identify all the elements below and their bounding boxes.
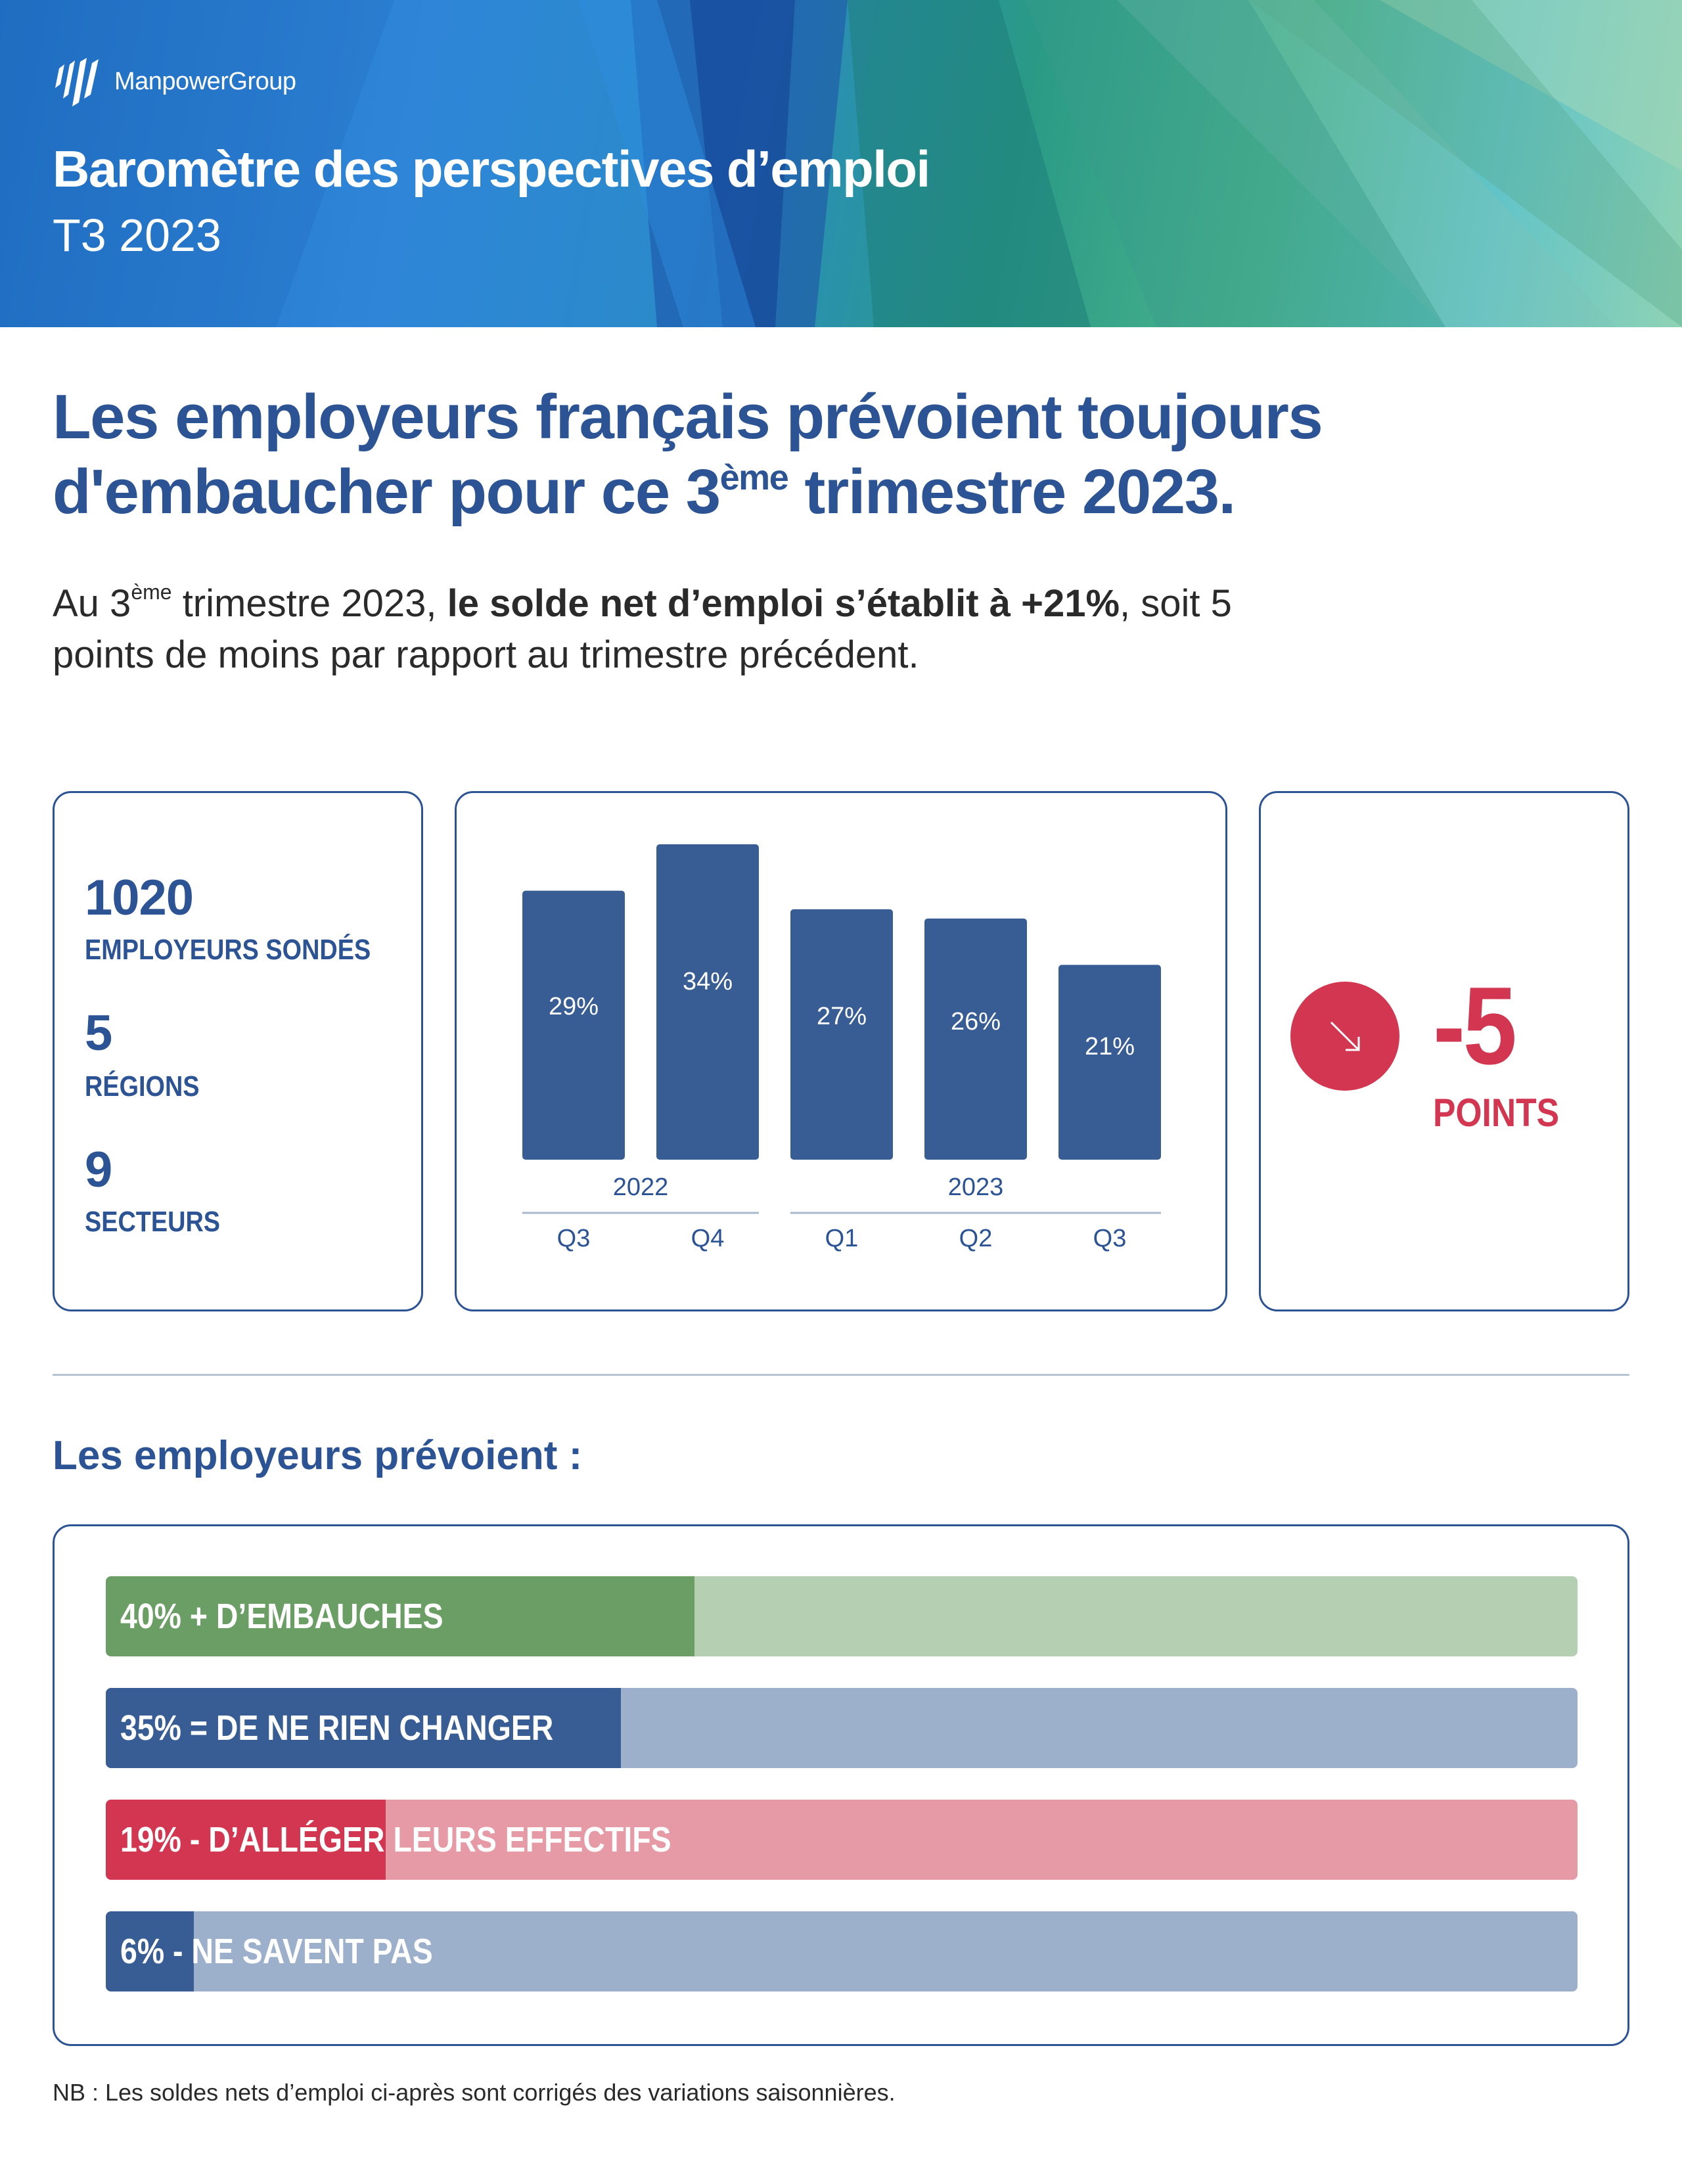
header-banner: ManpowerGroup Baromètre des perspectives…: [0, 0, 1682, 327]
outlook-bar-fill: [106, 1911, 194, 1991]
intro-paragraph: Au 3ème trimestre 2023, le solde net d’e…: [53, 578, 1235, 681]
outlook-bar-label: 35% = DE NE RIEN CHANGER: [120, 1708, 554, 1748]
outlook-bar-fill: [106, 1688, 621, 1768]
headline-line2-before: d'embaucher pour ce 3: [53, 457, 721, 527]
chart-tick-label: Q3: [557, 1225, 591, 1252]
chart-data-label: 21%: [1085, 1033, 1135, 1060]
intro-superscript: ème: [131, 580, 172, 604]
outlook-bar-fill: [106, 1800, 386, 1880]
stat-value-employers: 1020: [85, 870, 194, 926]
outlook-bar-no-change: 35% = DE NE RIEN CHANGER: [106, 1688, 1578, 1768]
logo: ManpowerGroup: [53, 55, 296, 108]
chart-data-label: 26%: [951, 1008, 1001, 1035]
logo-text: ManpowerGroup: [114, 67, 296, 95]
delta-value: -5: [1433, 964, 1517, 1087]
intro-text-1: Au 3: [53, 582, 131, 625]
delta-label: POINTS: [1433, 1091, 1560, 1135]
banner-title: Baromètre des perspectives d’emploi: [53, 140, 930, 198]
chart-bar: [790, 909, 893, 1160]
chart-tick-label: Q2: [959, 1225, 993, 1252]
stat-label-employers: EMPLOYEURS SONDÉS: [85, 934, 371, 966]
chart-tick-label: Q3: [1093, 1225, 1127, 1252]
headline-line2-after: trimestre 2023.: [788, 457, 1236, 527]
outlook-card: 40% + D’EMBAUCHES 35% = DE NE RIEN CHANG…: [53, 1524, 1629, 2046]
chart-data-label: 29%: [549, 993, 599, 1020]
delta-card: -5 POINTS: [1259, 791, 1629, 1311]
header-background: [0, 0, 1682, 327]
stat-label-sectors: SECTEURS: [85, 1206, 221, 1238]
outlook-bar-label: 6% - NE SAVENT PAS: [120, 1932, 433, 1971]
intro-bold: le solde net d’emploi s’établit à +21%: [447, 582, 1120, 625]
outlook-bar-fill: [106, 1576, 694, 1656]
section-title: Les employeurs prévoient :: [53, 1433, 583, 1478]
headline-superscript: ème: [719, 458, 789, 497]
net-employment-bar-chart: 29% Q3 34% Q4 27% Q1 26% Q2 21% Q3 2022 2023: [522, 844, 1161, 1252]
chart-bar: [1058, 965, 1161, 1160]
outlook-bar-label: 40% + D’EMBAUCHES: [120, 1597, 443, 1636]
intro-text-2: trimestre 2023,: [171, 582, 447, 625]
net-employment-chart-card: 29% Q3 34% Q4 27% Q1 26% Q2 21% Q3 2022 2023: [455, 791, 1227, 1311]
arrow-down-right-icon: [1290, 982, 1399, 1091]
intro-text-3: , soit 5 points de moins par rapport au …: [53, 582, 1232, 676]
stat-label-regions: RÉGIONS: [85, 1070, 200, 1103]
footnote: NB : Les soldes nets d’emploi ci-après s…: [53, 2079, 896, 2106]
chart-bar: [924, 918, 1027, 1160]
chart-data-label: 27%: [817, 1003, 867, 1030]
chart-tick-label: Q4: [691, 1225, 725, 1252]
outlook-bar-dont-know: 6% - NE SAVENT PAS: [106, 1911, 1578, 1991]
stat-value-regions: 5: [85, 1005, 112, 1061]
chart-bar: [522, 890, 625, 1160]
banner-subtitle: T3 2023: [53, 210, 221, 261]
chart-bar: [656, 844, 759, 1160]
outlook-bar-reduce: 19% - D’ALLÉGER LEURS EFFECTIFS: [106, 1800, 1578, 1880]
manpower-logo-icon: [55, 58, 99, 106]
outlook-bar-hire: 40% + D’EMBAUCHES: [106, 1576, 1578, 1656]
chart-tick-label: Q1: [825, 1225, 859, 1252]
stats-card: 1020 EMPLOYEURS SONDÉS 5 RÉGIONS 9 SECTE…: [53, 791, 423, 1311]
section-divider: [53, 1374, 1629, 1376]
chart-year-label: 2023: [948, 1173, 1004, 1201]
stat-value-sectors: 9: [85, 1142, 112, 1198]
chart-data-label: 34%: [683, 968, 733, 995]
chart-year-label: 2022: [613, 1173, 669, 1201]
headline-line1: Les employeurs français prévoient toujou…: [53, 382, 1323, 452]
headline: Les employeurs français prévoient toujou…: [53, 380, 1498, 530]
outlook-bar-label: 19% - D’ALLÉGER LEURS EFFECTIFS: [120, 1820, 671, 1859]
